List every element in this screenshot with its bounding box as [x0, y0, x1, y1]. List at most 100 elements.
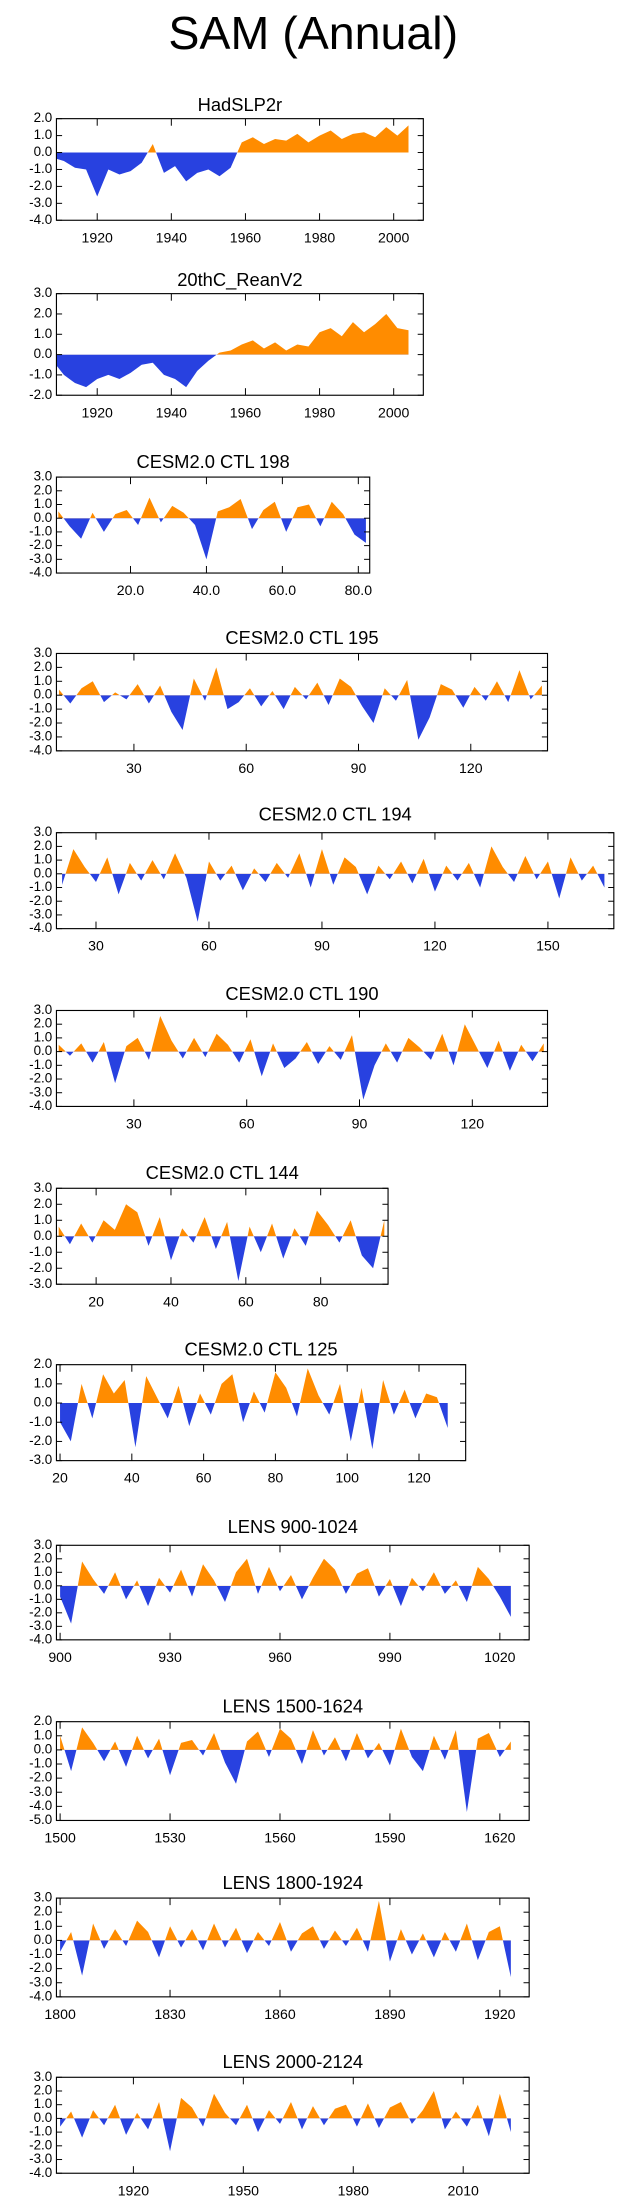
y-tick-label: 0.0 — [34, 1228, 53, 1243]
x-tick-label: 1620 — [484, 1830, 516, 1846]
panel: LENS 1800-1924 3.02.01.00.0-1.0-2.0-3.0-4… — [29, 1872, 530, 2022]
x-tick-label: 40 — [124, 1470, 140, 1486]
y-tick-label: -2.0 — [29, 1433, 52, 1448]
x-tick-label: 20 — [52, 1470, 68, 1486]
x-tick-label: 2010 — [448, 2182, 480, 2198]
y-tick-label: -3.0 — [29, 1452, 52, 1467]
y-tick-label: -3.0 — [29, 906, 52, 921]
x-tick-label: 1940 — [156, 404, 188, 420]
y-tick-label: -2.0 — [29, 537, 52, 552]
y-tick-label: -3.0 — [29, 728, 52, 743]
x-tick-label: 2000 — [378, 404, 410, 420]
panel-title: LENS 900-1024 — [228, 1516, 358, 1537]
y-tick-label: -3.0 — [29, 2151, 52, 2166]
y-tick-label: 2.0 — [34, 1356, 53, 1371]
y-tick-label: -3.0 — [29, 195, 52, 210]
plot-frame — [55, 832, 615, 930]
y-tick-label: -4.0 — [29, 1631, 52, 1646]
y-tick-label: -1.0 — [29, 1946, 52, 1961]
y-tick-label: -1.0 — [29, 701, 52, 716]
y-tick-label: 2.0 — [34, 1904, 53, 1919]
y-tick-label: -2.0 — [29, 715, 52, 730]
x-tick-label: 60.0 — [269, 582, 297, 598]
panel: CESM2.0 CTL 198 3.02.01.00.0-1.0-2.0-3.0-… — [29, 451, 372, 598]
x-tick-label: 100 — [335, 1470, 359, 1486]
x-tick-label: 1980 — [304, 404, 336, 420]
x-tick-label: 80 — [268, 1470, 284, 1486]
y-tick-label: -2.0 — [29, 1770, 52, 1785]
positive-area — [58, 1204, 385, 1237]
y-tick-label: 2.0 — [34, 2083, 53, 2098]
y-tick-label: 1.0 — [34, 326, 53, 341]
y-tick-label: 0.0 — [34, 1932, 53, 1947]
x-tick-label: 120 — [407, 1470, 431, 1486]
y-tick-label: 3.0 — [34, 469, 53, 484]
panel-title: HadSLP2r — [198, 94, 283, 115]
negative-area — [58, 1236, 385, 1282]
y-tick-label: 2.0 — [34, 659, 53, 674]
y-tick-label: -2.0 — [29, 893, 52, 908]
y-tick-label: 3.0 — [34, 1180, 53, 1195]
y-tick-label: 3.0 — [34, 1890, 53, 1905]
y-tick-label: 3.0 — [34, 285, 53, 300]
x-tick-label: 60 — [239, 1116, 255, 1132]
x-tick-label: 990 — [378, 1649, 402, 1665]
y-tick-label: -2.0 — [29, 178, 52, 193]
y-tick-label: -4.0 — [29, 565, 52, 580]
y-tick-label: -2.0 — [29, 1960, 52, 1975]
x-tick-label: 1950 — [228, 2182, 260, 2198]
panel: CESM2.0 CTL 125 2.0 1.0 0.0 -1.0 -2.0 -3.020 40… — [29, 1338, 467, 1486]
y-tick-label: 1.0 — [34, 1029, 53, 1044]
plot-frame — [55, 118, 424, 221]
y-tick-label: 0.0 — [34, 687, 53, 702]
positive-area — [59, 667, 542, 696]
y-tick-label: -2.0 — [29, 1071, 52, 1086]
y-tick-label: -4.0 — [29, 1988, 52, 2003]
panel-title: CESM2.0 CTL 194 — [259, 804, 412, 825]
panel-title: LENS 1500-1624 — [222, 1695, 363, 1716]
positive-area — [60, 1727, 511, 1750]
y-tick-label: 0.0 — [34, 1395, 53, 1410]
positive-area — [56, 125, 409, 153]
y-tick-label: 1.0 — [34, 2096, 53, 2111]
x-tick-label: 80.0 — [345, 582, 373, 598]
y-tick-label: 1.0 — [34, 496, 53, 511]
negative-area — [56, 152, 409, 197]
panel: CESM2.0 CTL 195 3.02.01.00.0-1.0-2.0-3.0-… — [29, 627, 549, 776]
x-tick-label: 150 — [536, 938, 560, 954]
plot-frame — [55, 1364, 467, 1462]
x-tick-label: 1560 — [264, 1830, 296, 1846]
plot-frame — [55, 476, 371, 574]
x-tick-label: 90 — [351, 760, 367, 776]
y-tick-label: 3.0 — [34, 824, 53, 839]
y-tick-label: -1.0 — [29, 161, 52, 176]
y-tick-label: 2.0 — [34, 306, 53, 321]
x-tick-label: 120 — [423, 938, 447, 954]
y-tick-label: 1.0 — [34, 1212, 53, 1227]
y-tick-label: -3.0 — [29, 1276, 52, 1291]
negative-area — [60, 2118, 511, 2152]
y-tick-label: 3.0 — [34, 645, 53, 660]
y-tick-label: -3.0 — [29, 1784, 52, 1799]
plot-frame — [55, 2076, 530, 2174]
plot-frame — [55, 1897, 530, 1998]
y-tick-label: 1.0 — [34, 1727, 53, 1742]
y-tick-label: -1.0 — [29, 1591, 52, 1606]
panel-title: CESM2.0 CTL 198 — [137, 451, 290, 472]
x-tick-label: 1890 — [374, 2006, 406, 2022]
y-tick-label: 1.0 — [34, 1918, 53, 1933]
panel-title: CESM2.0 CTL 195 — [225, 627, 378, 648]
panel: HadSLP2r 2.0 1.0 0.0 -1.0 -2.0 -3.0 -4.0 1920 194… — [29, 94, 424, 245]
y-tick-label: -4.0 — [29, 2165, 52, 2180]
x-tick-label: 1960 — [230, 404, 262, 420]
plot-frame — [55, 1544, 530, 1641]
y-tick-label: -5.0 — [29, 1812, 52, 1827]
y-tick-label: 2.0 — [34, 110, 53, 125]
x-tick-label: 60 — [196, 1470, 212, 1486]
y-tick-label: -1.0 — [29, 1244, 52, 1259]
y-tick-label: -1.0 — [29, 1414, 52, 1429]
x-tick-label: 960 — [268, 1649, 292, 1665]
positive-area — [65, 846, 598, 874]
y-tick-label: 3.0 — [34, 1002, 53, 1017]
panel-title: LENS 2000-2124 — [222, 2051, 363, 2072]
